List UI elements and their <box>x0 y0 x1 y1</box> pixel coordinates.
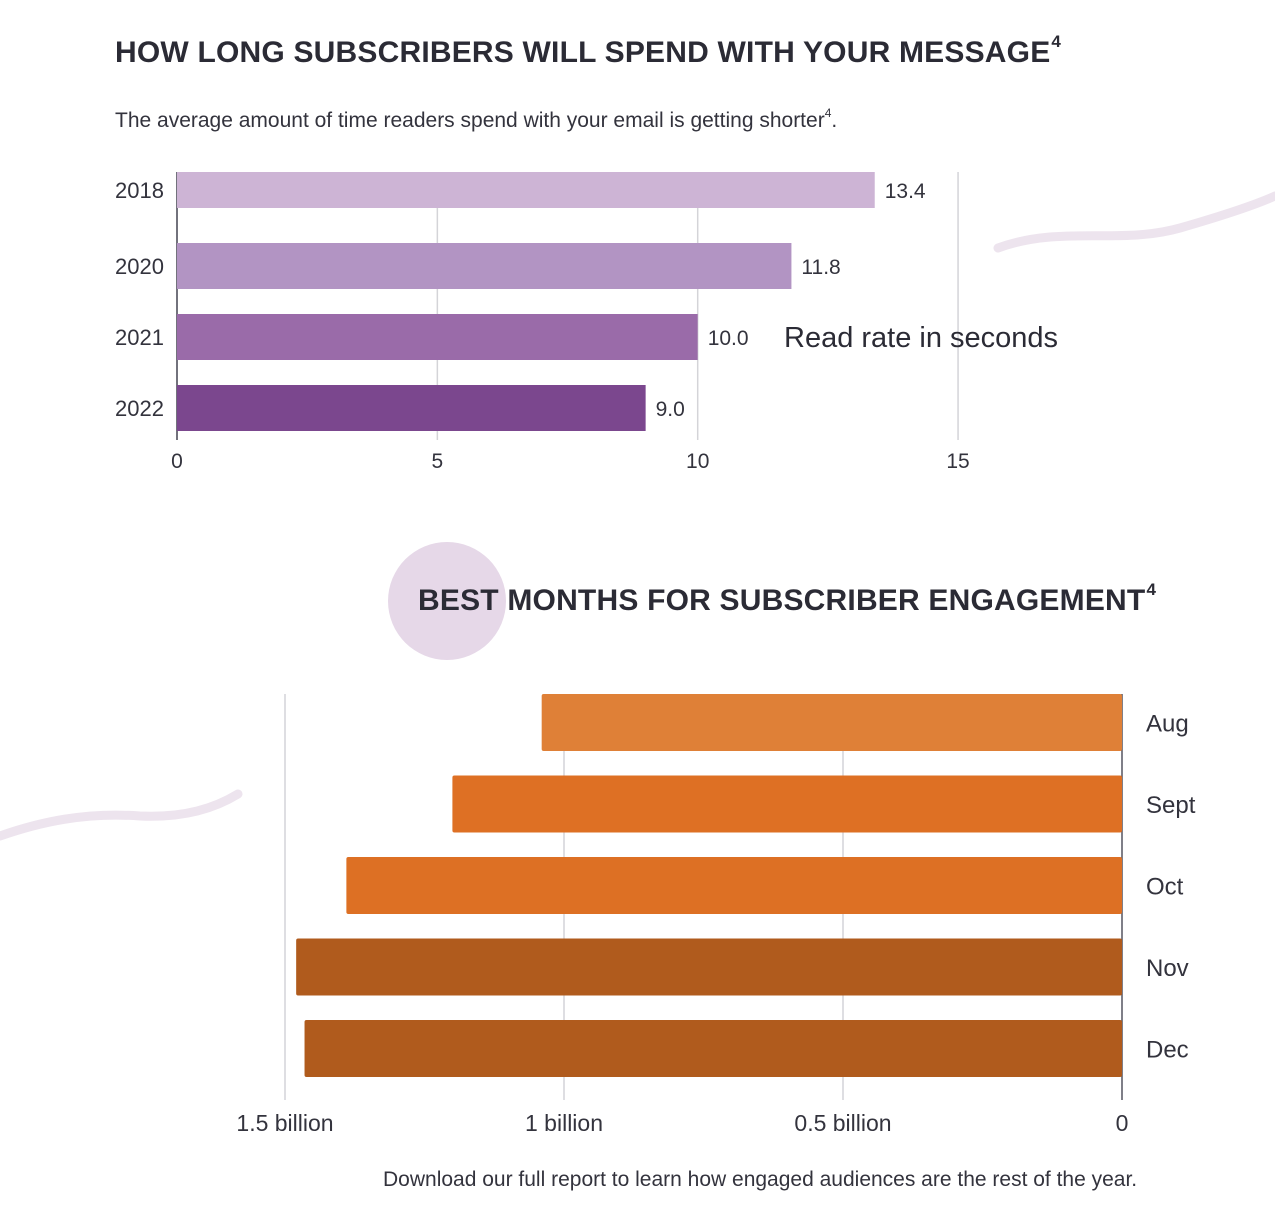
chart1-category-label: 2021 <box>115 325 164 350</box>
chart1-value-label: 11.8 <box>801 256 840 279</box>
chart1-tick-label: 5 <box>432 450 444 473</box>
chart2-bar-Aug <box>541 694 1122 751</box>
chart2-category-label: Sept <box>1146 792 1196 819</box>
chart1-value-label: 9.0 <box>656 398 685 421</box>
chart2-category-labels: Aug Sept Oct Nov Dec <box>1146 711 1196 1064</box>
chart1-tick-label: 15 <box>946 450 969 473</box>
chart1-bar-2018 <box>177 172 875 208</box>
chart2-tick-label: 1 billion <box>525 1110 603 1136</box>
chart2-bar-Oct <box>346 857 1122 914</box>
chart1-tick-labels: 0 5 10 15 <box>171 450 970 473</box>
chart1-title-text: HOW LONG SUBSCRIBERS WILL SPEND WITH YOU… <box>115 36 1051 69</box>
chart2-tick-label: 0 <box>1116 1110 1129 1136</box>
decorative-wave-left <box>0 789 243 841</box>
chart1-tick-label: 0 <box>171 450 183 473</box>
chart2-bars <box>296 694 1122 1077</box>
chart1-category-label: 2022 <box>115 396 164 421</box>
chart2-footnote: Download our full report to learn how en… <box>383 1168 1138 1191</box>
chart2-category-label: Oct <box>1146 874 1184 901</box>
chart2-category-label: Dec <box>1146 1037 1189 1064</box>
chart1-bar-2021 <box>177 314 698 360</box>
chart1-bar-2022 <box>177 385 646 431</box>
chart1-title-footnote-ref: 4 <box>1051 32 1062 51</box>
chart1-subtitle: The average amount of time readers spend… <box>115 106 838 133</box>
chart1-subtitle-footnote-ref: 4 <box>824 106 832 120</box>
chart1-bars <box>177 172 875 431</box>
chart1-subtitle-text: The average amount of time readers spend… <box>115 109 825 132</box>
chart2-title-text: BEST MONTHS FOR SUBSCRIBER ENGAGEMENT <box>418 584 1146 617</box>
chart2-tick-label: 0.5 billion <box>794 1110 891 1136</box>
chart1-value-label: 10.0 <box>708 327 749 350</box>
chart1-tick-label: 10 <box>686 450 709 473</box>
chart2-tick-label: 1.5 billion <box>236 1110 333 1136</box>
chart2-category-label: Aug <box>1146 711 1189 738</box>
chart2-title-footnote-ref: 4 <box>1146 580 1157 599</box>
decorative-wave-top <box>993 191 1275 253</box>
chart1-title: HOW LONG SUBSCRIBERS WILL SPEND WITH YOU… <box>115 32 1061 70</box>
decorative-circle <box>388 542 506 660</box>
chart2-tick-labels: 1.5 billion 1 billion 0.5 billion 0 <box>236 1110 1128 1136</box>
chart1-category-label: 2020 <box>115 254 164 279</box>
chart1-value-labels: 13.4 11.8 10.0 9.0 <box>656 180 926 421</box>
chart2-bar-Sept <box>452 775 1122 833</box>
chart2-title: BEST MONTHS FOR SUBSCRIBER ENGAGEMENT4 <box>418 580 1156 618</box>
chart1-value-label: 13.4 <box>885 180 926 203</box>
chart1-category-label: 2018 <box>115 178 164 203</box>
chart1-bar-2020 <box>177 243 792 289</box>
chart2-category-label: Nov <box>1146 955 1189 982</box>
chart1-axis-label: Read rate in seconds <box>784 322 1058 354</box>
chart1-subtitle-period: . <box>831 109 838 132</box>
chart1-category-labels: 2018 2020 2021 2022 <box>115 178 164 421</box>
chart2-bar-Dec <box>304 1020 1122 1077</box>
chart2-bar-Nov <box>296 938 1122 996</box>
